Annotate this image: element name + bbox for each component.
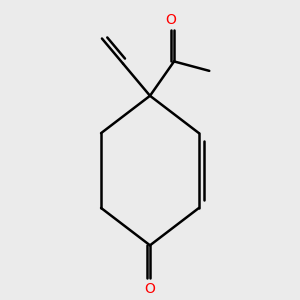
Text: O: O [145,282,155,296]
Text: O: O [165,13,176,27]
